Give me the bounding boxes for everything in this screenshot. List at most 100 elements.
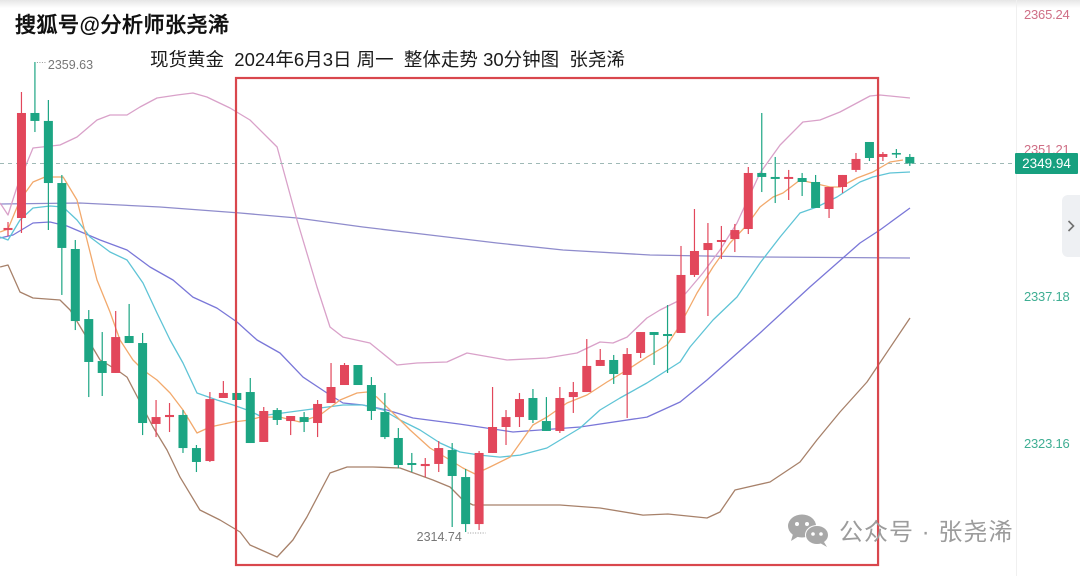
candle-bullish <box>622 348 632 418</box>
candle-bullish <box>218 381 228 398</box>
candle-bearish <box>245 377 255 444</box>
candle-body <box>582 365 592 393</box>
candle-bearish <box>272 408 282 426</box>
candle-bullish <box>488 387 498 453</box>
axis-label-upper: 2351.21 <box>1024 142 1070 158</box>
candle-bearish <box>528 388 538 424</box>
ma-mid-line <box>0 171 911 458</box>
candle-body <box>178 414 188 449</box>
axis-label-middle: 2337.18 <box>1024 289 1070 305</box>
candle-bullish <box>851 152 861 173</box>
candle-body <box>663 334 673 337</box>
candle-body <box>191 448 201 462</box>
side-panel-toggle[interactable] <box>1062 195 1080 257</box>
candle-body <box>689 250 699 275</box>
candle-bearish <box>191 445 201 473</box>
candle-bearish <box>609 354 619 384</box>
candle-bullish <box>568 381 578 413</box>
candle-bearish <box>770 156 780 204</box>
candle-bullish <box>878 152 888 162</box>
candle-bullish <box>420 457 430 478</box>
candle-bullish <box>555 387 565 433</box>
candle-bearish <box>649 332 659 366</box>
candle-body <box>124 336 134 344</box>
candle-body <box>636 332 646 353</box>
candle-bullish <box>743 167 753 235</box>
low-price-label: 2314.74 <box>416 530 462 545</box>
candle-body <box>313 403 323 424</box>
candle-body <box>784 176 794 179</box>
candle-bearish <box>97 332 107 397</box>
chevron-right-icon <box>1067 220 1075 232</box>
candle-body <box>811 181 821 208</box>
boll-upper-line <box>0 92 911 366</box>
candle-body <box>609 359 619 375</box>
candle-bullish <box>111 310 121 373</box>
candle-body <box>797 178 807 182</box>
candle-body <box>555 397 565 431</box>
candle-bearish <box>864 141 874 162</box>
candle-body <box>165 414 175 418</box>
candle-bullish <box>676 245 686 333</box>
candle-body <box>716 239 726 242</box>
candle-bullish <box>595 348 605 366</box>
candle-bullish <box>501 410 511 446</box>
candle-body <box>286 416 296 422</box>
candle-bullish <box>474 450 484 531</box>
candle-body <box>151 417 161 424</box>
candle-bearish <box>541 397 551 431</box>
price-axis-divider <box>1016 0 1017 576</box>
wechat-watermark: 公众号 · 张尧浠 <box>787 512 1013 547</box>
axis-label-lower: 2323.16 <box>1024 435 1070 451</box>
candle-body <box>70 248 80 322</box>
candle-bullish <box>784 169 794 200</box>
candle-body <box>676 274 686 333</box>
axis-label-top: 2365.24 <box>1024 7 1070 22</box>
candle-body <box>57 183 67 248</box>
candle-bearish <box>663 305 673 373</box>
candle-bearish <box>905 154 915 166</box>
candle-bullish <box>582 339 592 393</box>
candle-body <box>366 385 376 411</box>
watermark-text: 公众号 · 张尧浠 <box>839 519 1014 546</box>
candle-bullish <box>3 221 13 237</box>
source-watermark: 搜狐号@分析师张尧浠 <box>15 14 230 37</box>
candle-bearish <box>43 99 53 231</box>
candle-bullish <box>313 399 323 438</box>
candle-bullish <box>326 363 336 404</box>
candle-body <box>245 392 255 444</box>
candle-bullish <box>838 174 848 193</box>
candle-bearish <box>366 377 376 420</box>
candle-bearish <box>447 443 457 527</box>
candle-body <box>770 176 780 179</box>
candle-bearish <box>393 428 403 469</box>
candle-body <box>864 141 874 159</box>
candle-body <box>461 477 471 525</box>
candle-bullish <box>165 403 175 433</box>
candle-body <box>420 463 430 467</box>
candle-body <box>272 410 282 420</box>
candle-bullish <box>689 208 699 277</box>
candle-bullish <box>730 223 740 253</box>
candle-body <box>3 227 13 231</box>
candle-body <box>595 359 605 366</box>
candle-body <box>891 152 901 155</box>
candle-body <box>541 421 551 431</box>
highlight-box <box>234 76 880 567</box>
candles <box>3 61 915 533</box>
candle-body <box>259 410 269 442</box>
candle-bullish <box>259 407 269 442</box>
candle-body <box>501 417 511 428</box>
candle-body <box>380 412 390 438</box>
candle-body <box>299 417 309 422</box>
candle-bearish <box>57 174 67 295</box>
candle-body <box>43 120 53 184</box>
candle-body <box>851 158 861 170</box>
candle-bearish <box>757 112 767 193</box>
candle-bullish <box>16 92 26 233</box>
candle-body <box>407 463 417 466</box>
candle-body <box>30 112 40 121</box>
candle-body <box>474 452 484 525</box>
candle-bearish <box>353 365 363 386</box>
candle-bullish <box>205 392 215 462</box>
